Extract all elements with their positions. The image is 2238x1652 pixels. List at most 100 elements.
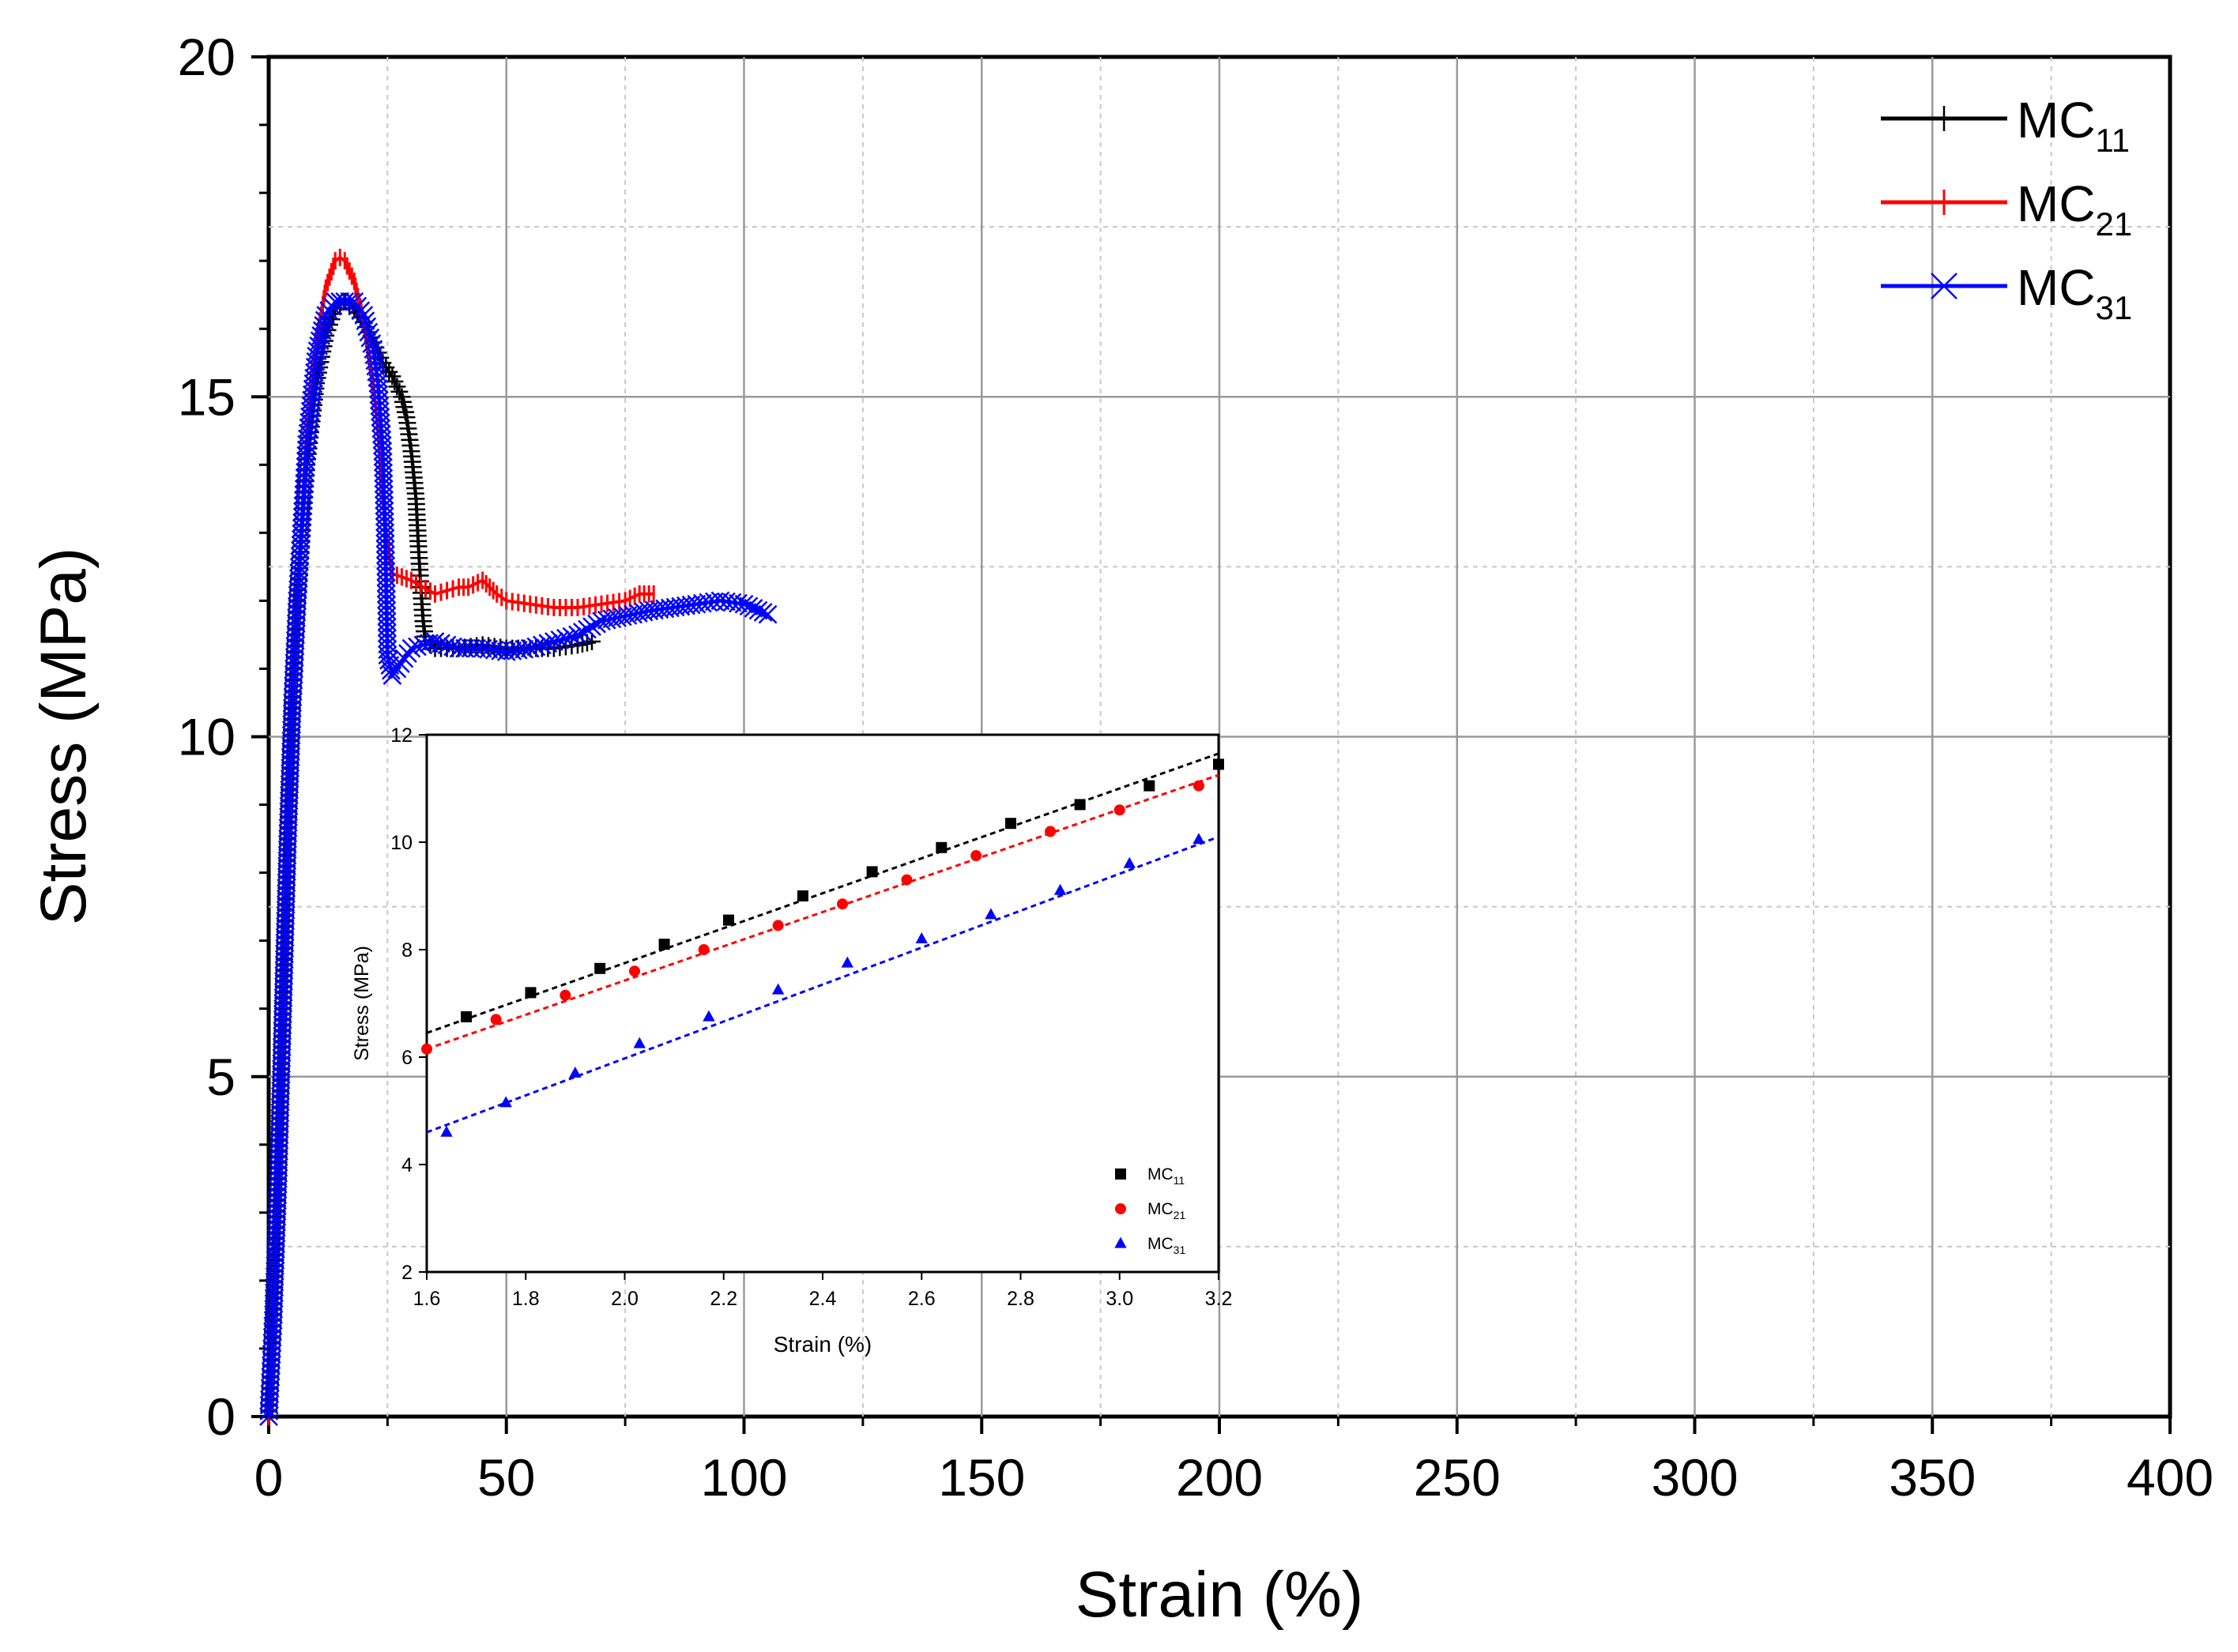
- x-axis-title: Strain (%): [1076, 1559, 1364, 1631]
- inset-legend-label: MC31: [1147, 1235, 1185, 1256]
- inset-data-point-mc11: [594, 962, 606, 974]
- x-tick-label: 400: [2127, 1448, 2214, 1507]
- data-point-mc31: [532, 635, 552, 655]
- data-point-mc31: [753, 603, 773, 622]
- inset-legend-label-subscript: 31: [1174, 1244, 1186, 1256]
- inset-x-tick-label: 1.6: [413, 1288, 441, 1310]
- inset-fit-line-mc31: [426, 835, 1219, 1134]
- inset-data-point-mc21: [901, 874, 913, 886]
- data-point-mc31: [398, 644, 417, 663]
- data-point-mc31: [335, 292, 355, 311]
- data-point-mc31: [479, 639, 499, 659]
- main-series-group: [259, 248, 778, 1426]
- legend-entry-mc21: MC21: [1881, 175, 2132, 243]
- inset-legend-marker: [1115, 1203, 1126, 1214]
- y-tick-label: 5: [206, 1048, 235, 1106]
- data-point-mc31: [484, 640, 504, 660]
- legend-label-base: MC: [2017, 175, 2096, 232]
- inset-x-tick-label: 3.2: [1205, 1288, 1233, 1310]
- data-point-mc31: [360, 328, 380, 348]
- inset-data-point-mc21: [629, 965, 641, 977]
- legend-label: MC11: [2017, 92, 2130, 159]
- inset-data-point-mc31: [915, 932, 928, 943]
- inset-data-point-mc31: [569, 1067, 582, 1078]
- legend-entry-mc11: MC11: [1881, 92, 2130, 159]
- data-point-mc31: [550, 630, 570, 649]
- data-point-mc31: [315, 310, 334, 330]
- inset-chart: 1.6 1.8 2.0 2.2 2.4 2.6 2.8 3.0 3.2 2 4 6 8 10 12 Stra…: [351, 724, 1232, 1357]
- legend-marker: [1931, 273, 1957, 299]
- inset-y-tick-label: 2: [401, 1262, 413, 1284]
- data-point-mc31: [587, 614, 606, 634]
- inset-data-point-mc11: [1074, 799, 1086, 811]
- inset-data-point-mc31: [841, 956, 854, 968]
- inset-series-mc11: [426, 752, 1224, 1034]
- data-point-mc31: [568, 625, 587, 645]
- data-point-mc31: [562, 627, 582, 646]
- inset-data-point-mc21: [837, 898, 849, 910]
- inset-data-point-mc21: [421, 1043, 432, 1055]
- inset-data-point-mc21: [1113, 804, 1125, 816]
- data-point-mc31: [387, 659, 407, 679]
- inset-data-point-mc31: [633, 1037, 646, 1048]
- inset-data-point-mc21: [698, 944, 710, 955]
- inset-legend-marker: [1114, 1236, 1127, 1248]
- data-point-mc31: [514, 639, 534, 659]
- inset-legend-label-base: MC: [1147, 1200, 1174, 1218]
- x-tick-label: 300: [1651, 1448, 1738, 1507]
- inset-data-point-mc31: [985, 908, 997, 920]
- data-point-mc31: [758, 604, 778, 624]
- inset-series-mc21: [421, 773, 1219, 1055]
- inset-x-tick-label: 3.0: [1106, 1288, 1133, 1310]
- data-point-mc31: [354, 306, 374, 325]
- data-point-mc11: [573, 634, 591, 653]
- data-point-mc31: [729, 593, 748, 613]
- x-tick-label: 0: [254, 1448, 284, 1507]
- data-point-mc31: [526, 637, 546, 657]
- y-tick-label: 10: [178, 708, 235, 766]
- data-point-mc31: [582, 617, 601, 636]
- x-tick-label: 200: [1176, 1448, 1263, 1507]
- inset-y-tick-label: 10: [390, 832, 413, 854]
- data-point-mc31: [692, 593, 712, 613]
- inset-data-point-mc11: [658, 939, 670, 950]
- inset-legend-label: MC11: [1147, 1165, 1185, 1187]
- legend-label-subscript: 21: [2096, 205, 2133, 243]
- inset-legend-label-base: MC: [1147, 1235, 1174, 1253]
- inset-data-point-mc21: [970, 850, 982, 861]
- data-point-mc31: [556, 628, 575, 648]
- inset-legend-label-base: MC: [1147, 1165, 1174, 1183]
- y-tick-label: 0: [206, 1387, 235, 1446]
- y-axis-title: Stress (MPa): [28, 548, 100, 925]
- data-point-mc31: [425, 632, 445, 651]
- inset-data-point-mc31: [440, 1125, 453, 1137]
- inset-data-point-mc21: [560, 989, 571, 1001]
- data-point-mc31: [578, 619, 597, 639]
- data-point-mc31: [401, 638, 421, 658]
- y-tick-label: 20: [178, 28, 235, 86]
- inset-data-point-mc11: [1004, 818, 1016, 830]
- data-point-mc31: [408, 637, 427, 657]
- inset-data-point-mc11: [797, 890, 808, 901]
- x-tick-label: 250: [1414, 1448, 1501, 1507]
- inset-data-point-mc11: [866, 866, 878, 878]
- inset-y-tick-label: 4: [401, 1154, 413, 1176]
- data-point-mc31: [437, 635, 457, 655]
- data-point-mc31: [717, 592, 736, 612]
- x-tick-label: 50: [477, 1448, 535, 1507]
- legend-label: MC21: [2017, 175, 2132, 243]
- data-point-mc31: [359, 322, 379, 342]
- legend-label-subscript: 31: [2096, 289, 2133, 326]
- data-point-mc31: [739, 596, 759, 616]
- inset-background: [427, 735, 1219, 1272]
- data-point-mc31: [362, 333, 382, 353]
- data-point-mc31: [443, 637, 462, 657]
- inset-y-tick-label: 8: [401, 939, 413, 961]
- inset-y-tick-label: 6: [401, 1047, 413, 1069]
- inset-series-group: [421, 752, 1224, 1137]
- legend-label-subscript: 11: [2096, 122, 2131, 159]
- inset-legend-marker: [1115, 1168, 1126, 1180]
